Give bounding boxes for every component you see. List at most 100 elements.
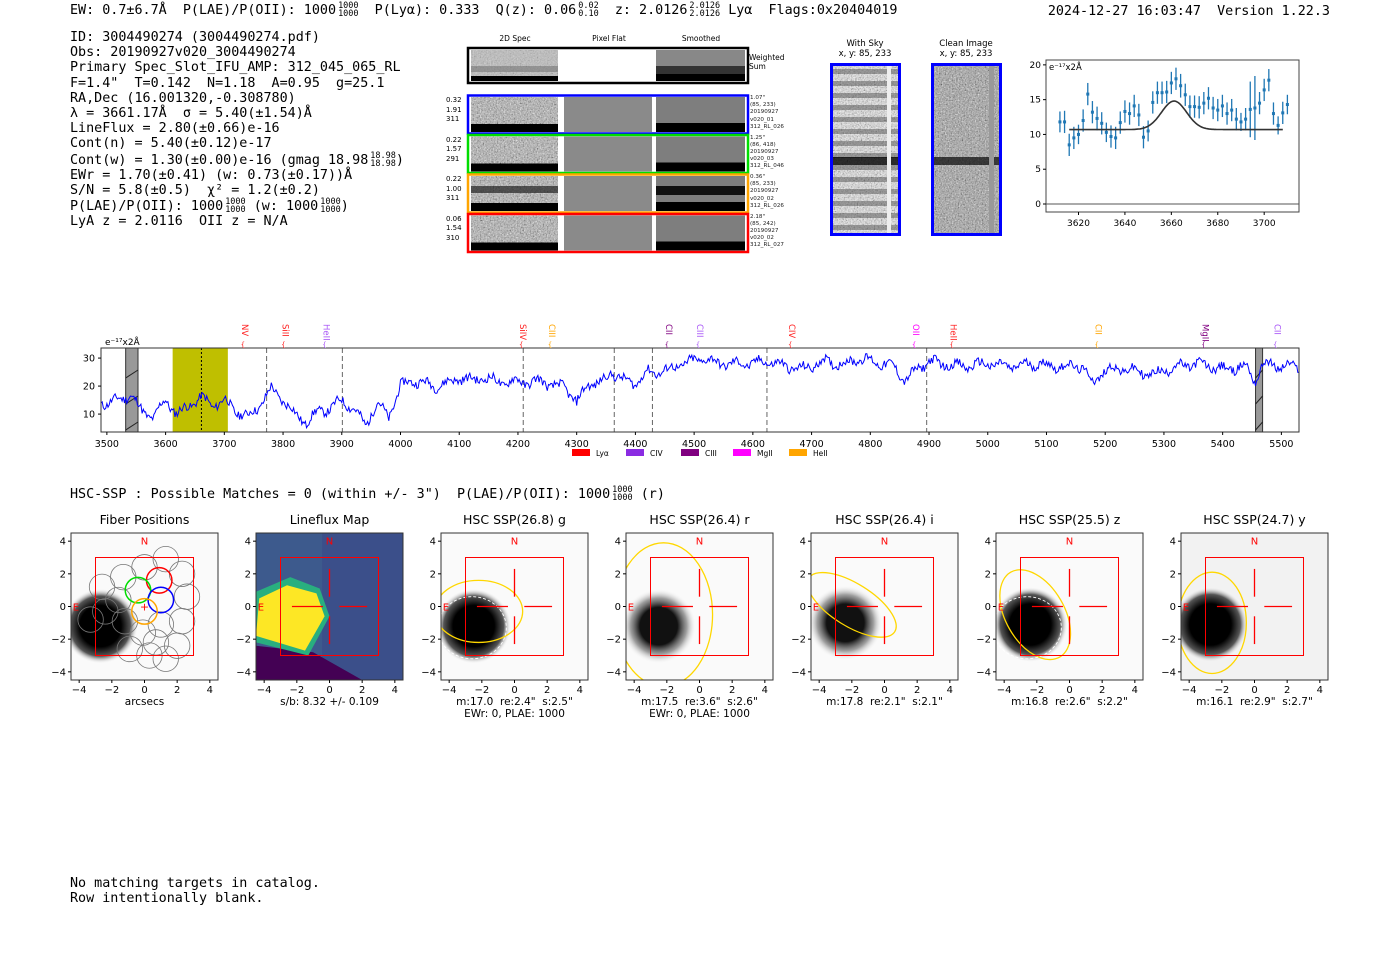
row-left-label: 0.22 1.57 291	[446, 135, 462, 163]
panel-image	[996, 533, 1143, 680]
y-tick-label: 4	[1170, 537, 1176, 548]
panel-caption: arcsecs	[124, 696, 165, 708]
sky-line	[830, 165, 901, 170]
info-contn: Cont(n) = 5.40(±0.12)e-17	[70, 136, 272, 152]
with-sky-image	[830, 63, 901, 236]
panel-title: HSC SSP(24.7) y	[1203, 512, 1306, 527]
row-frame	[466, 173, 750, 214]
emission-line-label: CII	[663, 324, 673, 335]
x-tick-label: 0	[1066, 685, 1072, 696]
sky-line	[830, 141, 901, 146]
x-tick-label: 4	[1132, 685, 1138, 696]
panel-g: N E 4 −4 2 −2 0 0 −2 2 −4 4	[421, 532, 589, 696]
edge	[471, 76, 558, 81]
plae-w-range: 1000 1000	[320, 198, 340, 215]
footer-line1: No matching targets in catalog.	[70, 876, 320, 891]
row-frame	[466, 212, 750, 254]
masked-region	[1255, 347, 1264, 433]
x-tick-label: 3640	[1113, 219, 1136, 229]
y-tick-label: 0	[60, 602, 66, 613]
x-tick-label: 3800	[271, 439, 295, 450]
data-point	[1267, 78, 1271, 82]
catalog-ellipse	[441, 596, 507, 660]
fiber-highlight	[131, 597, 158, 625]
data-point	[1239, 120, 1243, 124]
data-point	[1211, 106, 1215, 110]
x-tick-label: 0	[696, 685, 702, 696]
search-box	[1020, 557, 1119, 656]
qz-range: 0.02 0.10	[578, 2, 598, 19]
panel-image	[441, 533, 588, 680]
x-tick-label: 5500	[1269, 439, 1293, 450]
noise	[471, 50, 558, 81]
gmag-range: 18.98 18.98	[370, 151, 396, 168]
edge	[656, 162, 745, 172]
panel-caption: m:17.0 re:2.4" s:2.5" EWr: 0, PLAE: 1000	[456, 696, 573, 720]
flags-value: Flags:0x20404019	[768, 3, 898, 18]
x-tick-label: 0	[141, 685, 147, 696]
y-tick-label: 2	[800, 569, 806, 580]
info-ewr: EWr = 1.70(±0.41) (w: 0.73(±0.17))Å	[70, 167, 353, 183]
sky-line	[830, 129, 901, 134]
catalog-ellipse	[996, 596, 1062, 660]
y-tick-label: 30	[83, 354, 95, 365]
data-point	[1225, 112, 1229, 116]
fiber-highlight	[147, 586, 175, 614]
legend-swatch	[681, 449, 699, 456]
emission-line-label: SiII	[279, 324, 289, 337]
panel-image	[626, 533, 773, 680]
masked-region	[125, 347, 139, 433]
center-marker: +	[140, 601, 149, 614]
data-point	[1081, 119, 1085, 123]
x-tick-label: −2	[289, 685, 304, 696]
data-point	[1188, 105, 1192, 109]
data-point	[1067, 143, 1071, 147]
line-bracket: {	[1095, 341, 1099, 349]
edge	[656, 123, 745, 132]
ew-value: EW: 0.7±6.7Å	[70, 3, 167, 18]
search-box	[465, 557, 564, 656]
y-tick-label: 20	[1030, 61, 1042, 71]
y-tick-label: 10	[1030, 130, 1042, 140]
panel-image	[256, 533, 403, 680]
fiber-circle	[105, 586, 132, 614]
panel-caption: s/b: 8.32 +/- 0.109	[280, 696, 379, 708]
y-tick-label: −2	[236, 635, 251, 646]
data-point	[1151, 100, 1155, 104]
panel-caption: m:17.8 re:2.1" s:2.1"	[826, 696, 943, 708]
fiber-circle	[152, 545, 179, 573]
line-bracket: {	[519, 341, 523, 349]
y-tick-label: −2	[1161, 635, 1176, 646]
sky-line	[830, 69, 901, 74]
aperture-ellipse	[999, 569, 1072, 661]
flux-peak	[256, 585, 325, 651]
sky-line	[830, 81, 901, 86]
line-bracket: {	[696, 341, 700, 349]
y-tick-label: 2	[245, 569, 251, 580]
clean-image	[931, 63, 1002, 236]
version: Version 1.22.3	[1217, 4, 1330, 19]
line-bracket: {	[912, 341, 916, 349]
y-tick-label: −4	[421, 667, 436, 678]
plae-lo: 1000	[225, 205, 246, 216]
x-tick-label: 4500	[682, 439, 706, 450]
header-pixel-flat: Pixel Flat	[592, 34, 626, 43]
panel-caption: m:17.5 re:3.6" s:2.6" EWr: 0, PLAE: 1000	[641, 696, 758, 720]
aperture-ellipse	[1181, 571, 1247, 675]
x-tick-label: −2	[1029, 685, 1044, 696]
panel-y: N E 4 −4 2 −2 0 0 −2 2 −4 4	[1161, 532, 1329, 696]
east-label: E	[628, 603, 634, 614]
x-tick-label: 2	[174, 685, 180, 696]
emission-line-label: NV	[239, 324, 249, 336]
spectrum-chart: 3500 3600 3700 3800 3900 4000 4100 4200 4300 4400…	[83, 324, 1300, 458]
line-bracket: {	[322, 341, 326, 349]
x-tick-label: 5400	[1211, 439, 1235, 450]
fiber-circle	[152, 645, 179, 672]
x-tick-label: 5200	[1093, 439, 1117, 450]
y-tick-label: 4	[245, 537, 251, 548]
fiber-highlight	[124, 576, 152, 604]
x-tick-label: 4000	[388, 439, 412, 450]
x-tick-label: −4	[72, 685, 87, 696]
fiber-circle	[147, 611, 174, 638]
